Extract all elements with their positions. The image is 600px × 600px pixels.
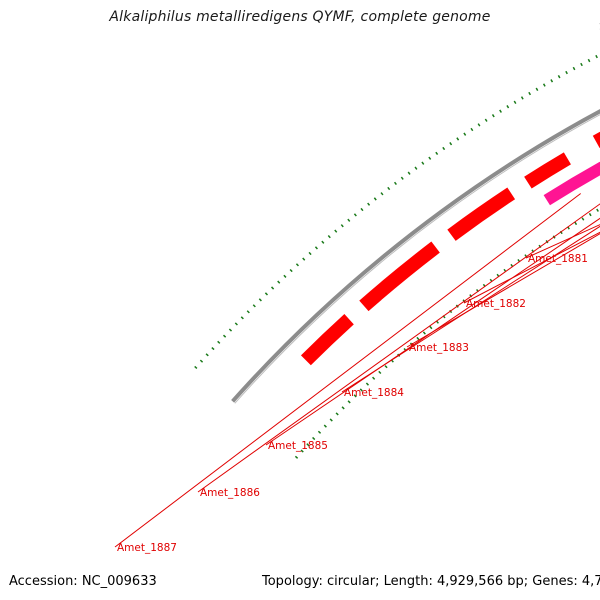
backbone-inner	[234, 114, 600, 404]
gene-label: Amet_1887	[117, 542, 177, 554]
cds-feature	[300, 314, 354, 366]
features	[300, 131, 600, 366]
gene-leader-line	[265, 217, 600, 446]
cds-feature	[359, 241, 440, 312]
map-title: Alkaliphilus metalliredigens QYMF, compl…	[109, 9, 491, 25]
cds-feature	[524, 152, 571, 189]
inner-ruler	[294, 207, 600, 459]
labels: Amet_1881 Amet_1882 Amet_1883 Amet_1884 Amet…	[114, 193, 600, 554]
gene-leader-line	[525, 224, 600, 259]
cds-feature	[592, 131, 600, 149]
backbone-outer	[231, 109, 600, 403]
topology-text: Topology: circular; Length: 4,929,566 bp…	[262, 574, 600, 589]
backbone	[231, 109, 600, 404]
accession-text: Accession: NC_009633	[9, 574, 157, 589]
gene-feature	[543, 161, 600, 206]
gene-leader-line	[114, 193, 582, 548]
cds-feature	[447, 187, 516, 241]
ruler-label: 1983 kbp	[599, 23, 600, 33]
ruler-ticks: 1971 kbp1972 kbp1973 kbp1974 kbp1975 kbp…	[194, 23, 600, 459]
gene-label: Amet_1883	[409, 342, 469, 354]
gene-label: Amet_1886	[200, 487, 260, 499]
gene-label: Amet_1884	[344, 387, 404, 399]
gene-leader-line	[406, 233, 600, 348]
gene-label: Amet_1882	[466, 298, 526, 310]
gene-label: Amet_1881	[528, 253, 588, 265]
gene-leader-line	[197, 203, 600, 493]
gene-leader-line	[341, 225, 600, 393]
gene-label: Amet_1885	[268, 440, 328, 452]
outer-ruler	[194, 53, 600, 369]
